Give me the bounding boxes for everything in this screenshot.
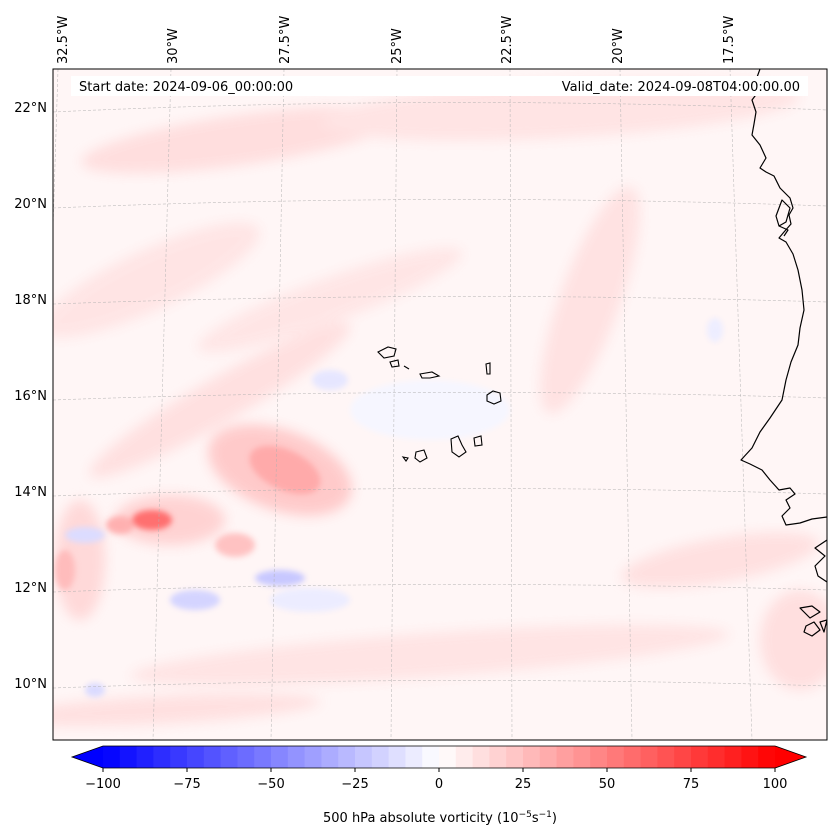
longitude-labels: 32.5°W 30°W 27.5°W 25°W 22.5°W 20°W 17.5… (56, 16, 737, 64)
colorbar-segment (724, 746, 742, 768)
colorbar-segments (103, 746, 776, 768)
colorbar-segment (304, 746, 322, 768)
colorbar-segment (170, 746, 188, 768)
lat-label-18n: 18°N (14, 293, 47, 308)
colorbar-segment (287, 746, 306, 768)
colorbar-segment (623, 746, 642, 768)
lat-label-14n: 14°N (14, 485, 47, 500)
map-panel (52, 68, 828, 741)
colorbar-segment (455, 746, 474, 768)
colorbar-segment (539, 746, 558, 768)
colorbar-segment (187, 746, 205, 768)
colorbar-segment (758, 746, 776, 768)
lat-label-10n: 10°N (14, 677, 47, 692)
colorbar-segment (640, 746, 658, 768)
african-coastline (740, 69, 827, 637)
colorbar-ticks: −100 −75 −50 −25 0 25 50 75 100 (85, 768, 787, 792)
colorbar-tick-label: 75 (683, 777, 700, 792)
colorbar-segment (338, 746, 356, 768)
colorbar-segment (355, 746, 373, 768)
start-date-label: Start date: 2024-09-06_00:00:00 (79, 80, 293, 95)
colorbar-tick-label: −75 (173, 777, 200, 792)
colorbar-segment (707, 746, 726, 768)
colorbar-segment (388, 746, 406, 768)
colorbar-segment (371, 746, 390, 768)
colorbar-segment (657, 746, 675, 768)
colorbar-title: 500 hPa absolute vorticity (10−5s−1) (323, 810, 557, 826)
map-frame (52, 68, 828, 741)
colorbar-segment (422, 746, 440, 768)
colorbar-max-extend-arrow (775, 746, 806, 768)
colorbar: −100 −75 −50 −25 0 25 50 75 100 500 hPa absolute… (70, 745, 808, 826)
colorbar-segment (472, 746, 490, 768)
colorbar-segment (556, 746, 574, 768)
colorbar-segment (254, 746, 272, 768)
colorbar-tick-label: 25 (515, 777, 532, 792)
colorbar-min-extend-arrow (72, 746, 103, 768)
lon-label-27-5w: 27.5°W (278, 16, 293, 64)
colorbar-segment (590, 746, 608, 768)
lon-label-25w: 25°W (390, 28, 405, 64)
date-annotation-box (71, 76, 808, 96)
colorbar-segment (203, 746, 222, 768)
colorbar-segment (523, 746, 541, 768)
lon-label-17-5w: 17.5°W (722, 16, 737, 64)
colorbar-segment (674, 746, 692, 768)
lat-label-20n: 20°N (14, 197, 47, 212)
colorbar-tick-label: 100 (763, 777, 788, 792)
colorbar-segment (439, 746, 457, 768)
latitude-labels: 22°N 20°N 18°N 16°N 14°N 12°N 10°N (14, 101, 47, 692)
colorbar-tick-label: −50 (257, 777, 284, 792)
colorbar-segment (506, 746, 524, 768)
colorbar-segment (573, 746, 591, 768)
colorbar-segment (119, 746, 138, 768)
colorbar-segment (489, 746, 507, 768)
colorbar-segment (741, 746, 759, 768)
colorbar-segment (103, 746, 121, 768)
lat-label-22n: 22°N (14, 101, 47, 116)
graticule (53, 69, 827, 740)
colorbar-tick-label: −25 (341, 777, 368, 792)
lat-label-12n: 12°N (14, 581, 47, 596)
colorbar-segment (136, 746, 154, 768)
colorbar-segment (220, 746, 238, 768)
colorbar-segment (607, 746, 625, 768)
colorbar-tick-label: 0 (435, 777, 443, 792)
valid-date-label: Valid_date: 2024-09-08T04:00:00.00 (562, 80, 800, 95)
colorbar-segment (405, 746, 423, 768)
colorbar-segment (237, 746, 255, 768)
lon-label-20w: 20°W (611, 28, 626, 64)
lon-label-32-5w: 32.5°W (56, 16, 71, 64)
colorbar-tick-label: 50 (599, 777, 616, 792)
colorbar-segment (321, 746, 339, 768)
lon-label-30w: 30°W (166, 28, 181, 64)
colorbar-segment (153, 746, 171, 768)
colorbar-segment (691, 746, 709, 768)
lat-label-16n: 16°N (14, 389, 47, 404)
lon-label-22-5w: 22.5°W (500, 16, 515, 64)
colorbar-segment (271, 746, 289, 768)
cape-verde-islands (377, 346, 502, 463)
colorbar-tick-label: −100 (85, 777, 121, 792)
